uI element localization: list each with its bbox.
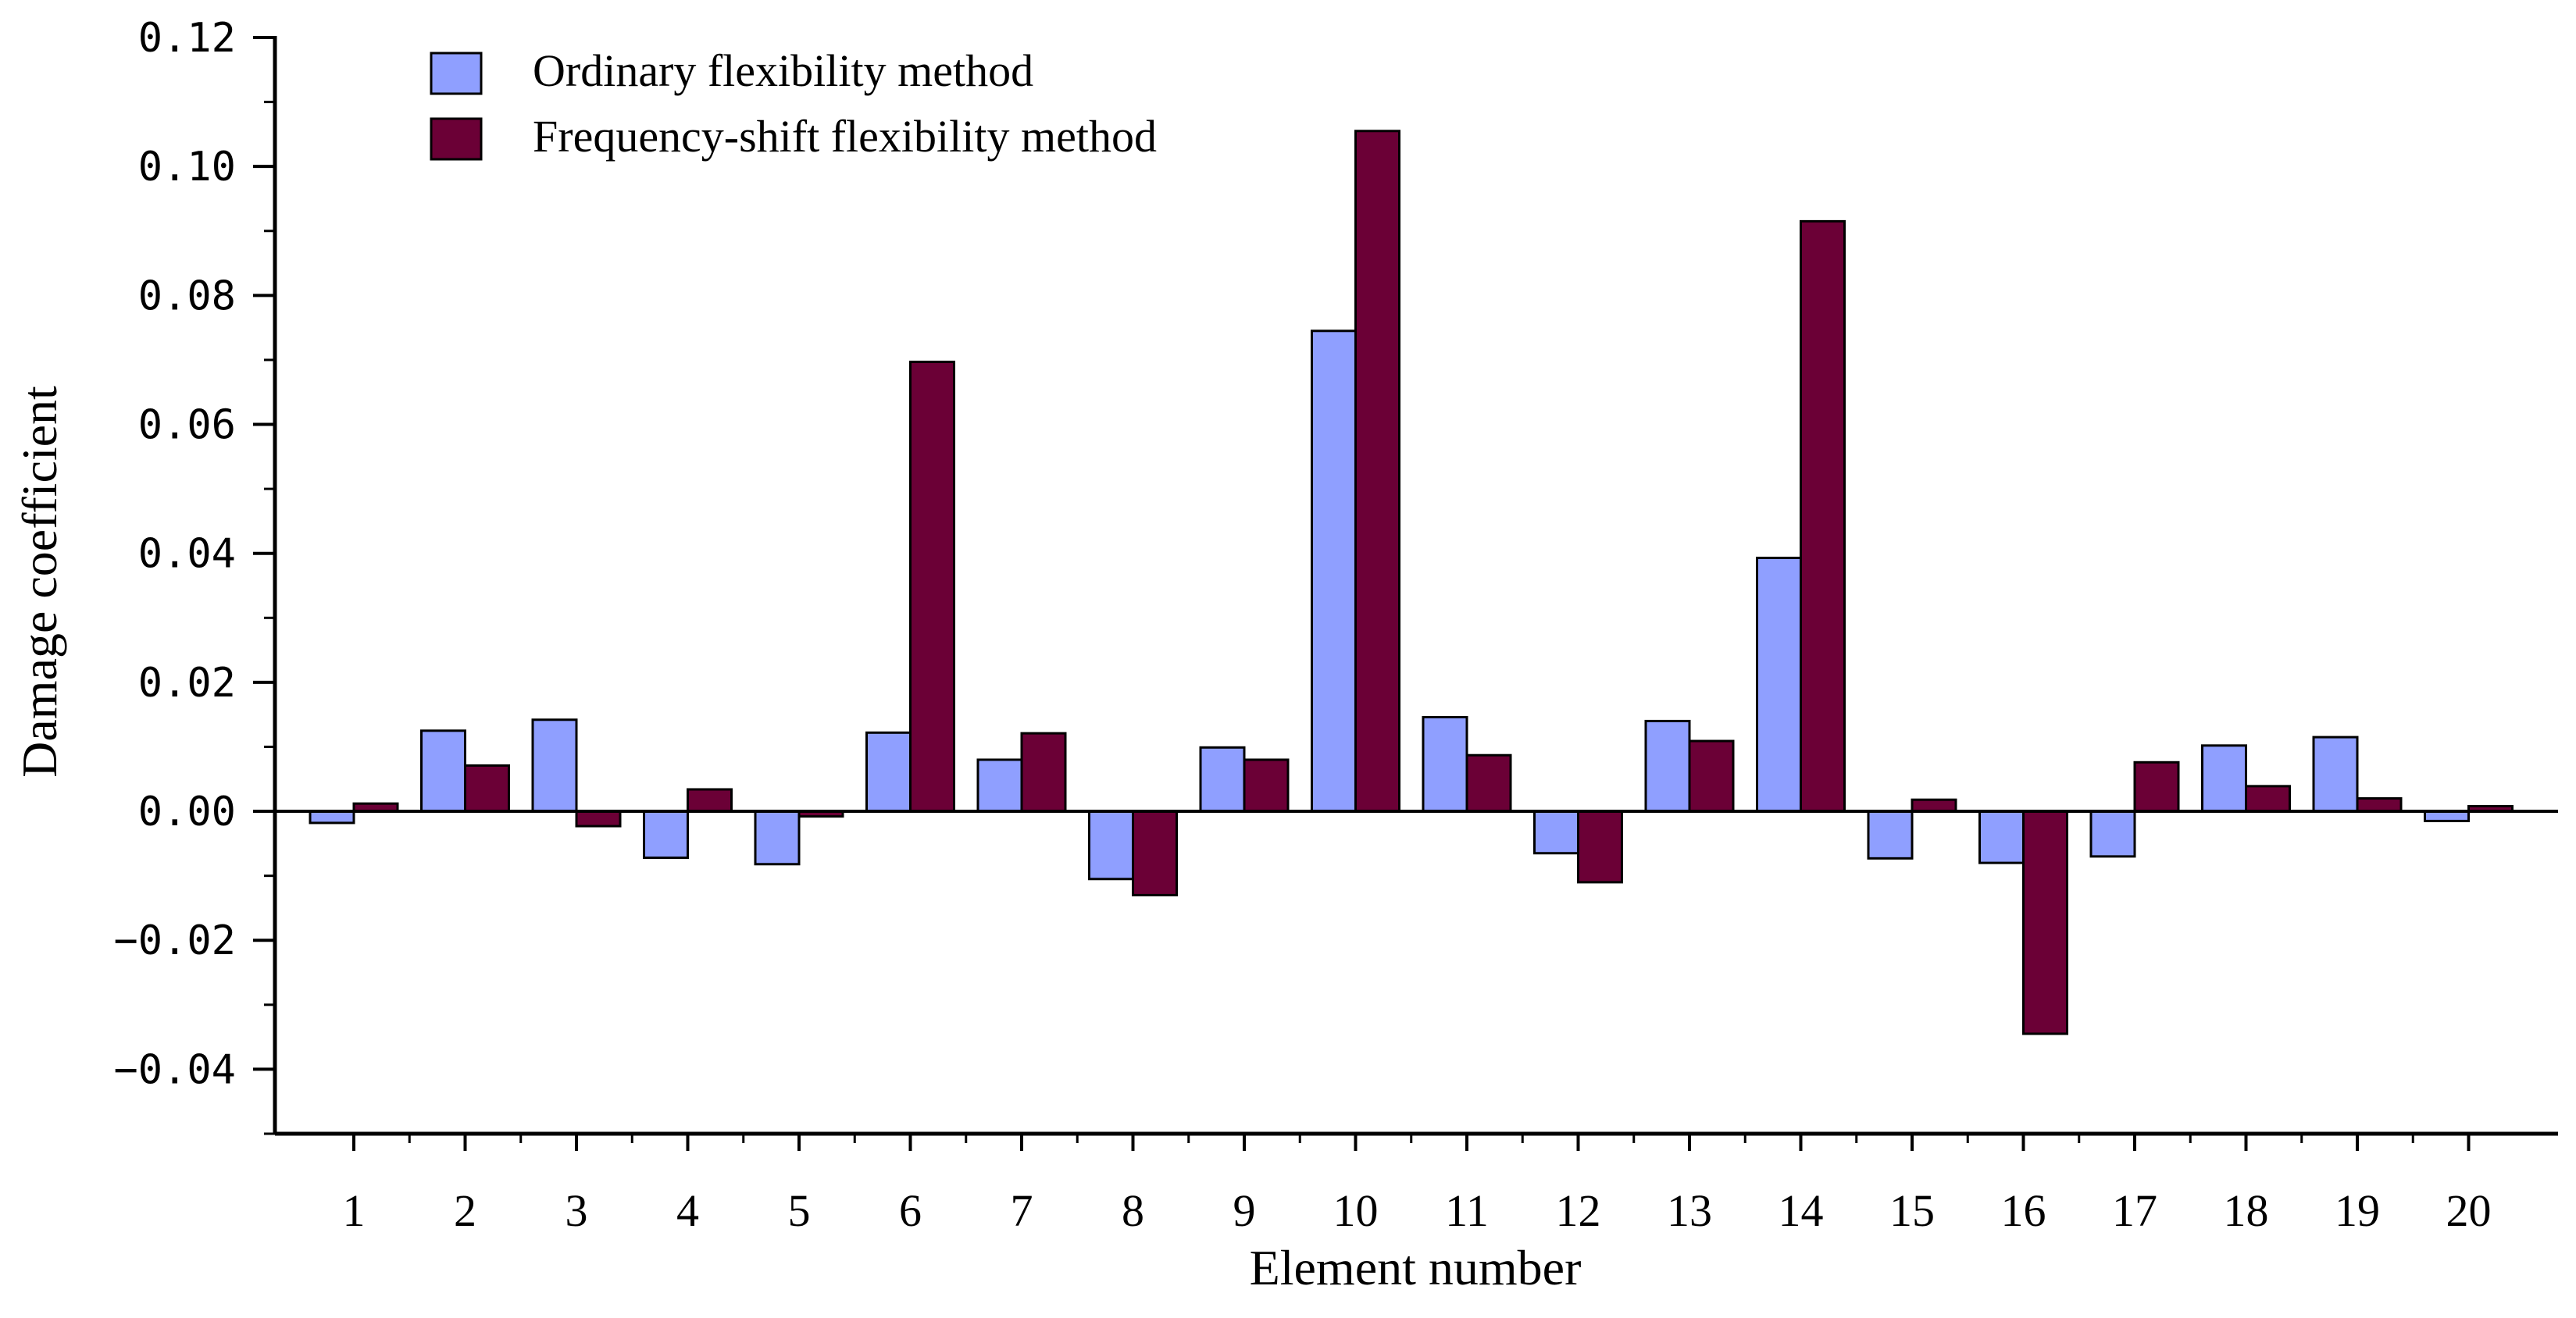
bar-frequency-shift-14 bbox=[1800, 219, 1846, 813]
bar-frequency-shift-9 bbox=[1243, 758, 1290, 813]
bar-ordinary-16 bbox=[1978, 810, 2025, 864]
y-tick-label: 0.08 bbox=[138, 273, 236, 319]
y-tick-label: 0.00 bbox=[138, 789, 236, 835]
x-tick-label: 1 bbox=[343, 1185, 366, 1236]
bar-ordinary-4 bbox=[643, 810, 689, 860]
bar-ordinary-3 bbox=[531, 718, 578, 813]
y-tick-label: 0.10 bbox=[138, 144, 236, 191]
legend-label-frequency-shift: Frequency-shift flexibility method bbox=[533, 111, 1157, 162]
bar-frequency-shift-7 bbox=[1020, 732, 1067, 813]
x-tick-label: 19 bbox=[2335, 1185, 2380, 1236]
x-tick-label: 11 bbox=[1445, 1185, 1489, 1236]
bar-ordinary-8 bbox=[1088, 810, 1134, 881]
bar-frequency-shift-16 bbox=[2022, 810, 2068, 1035]
x-tick-label: 20 bbox=[2446, 1185, 2492, 1236]
bar-frequency-shift-4 bbox=[687, 788, 733, 813]
bar-ordinary-11 bbox=[1422, 715, 1468, 813]
y-tick-label: 0.12 bbox=[138, 15, 236, 62]
bar-frequency-shift-8 bbox=[1132, 810, 1178, 896]
legend-label-ordinary: Ordinary flexibility method bbox=[533, 45, 1033, 96]
bar-ordinary-17 bbox=[2089, 810, 2136, 858]
bar-ordinary-7 bbox=[976, 758, 1023, 813]
y-tick-label: 0.04 bbox=[138, 531, 236, 578]
x-tick-label: 15 bbox=[1889, 1185, 1935, 1236]
x-tick-label: 9 bbox=[1233, 1185, 1256, 1236]
axes bbox=[253, 36, 2558, 1151]
x-axis-title: Element number bbox=[1250, 1240, 1582, 1295]
bar-frequency-shift-6 bbox=[909, 360, 955, 813]
bar-ordinary-18 bbox=[2201, 744, 2247, 813]
x-tick-label: 5 bbox=[788, 1185, 811, 1236]
bar-ordinary-1 bbox=[309, 810, 355, 825]
bar-frequency-shift-2 bbox=[464, 764, 510, 813]
x-tick-label: 8 bbox=[1122, 1185, 1144, 1236]
bar-ordinary-6 bbox=[865, 731, 912, 813]
x-tick-label: 6 bbox=[899, 1185, 922, 1236]
bar-ordinary-9 bbox=[1199, 746, 1246, 813]
x-tick-label: 16 bbox=[2001, 1185, 2046, 1236]
x-tick-label: 12 bbox=[1556, 1185, 1601, 1236]
bar-frequency-shift-18 bbox=[2245, 785, 2291, 813]
bar-ordinary-10 bbox=[1311, 330, 1357, 813]
bar-frequency-shift-12 bbox=[1577, 810, 1623, 884]
tick-labels: −0.04−0.020.000.020.040.060.080.100.121 2… bbox=[113, 15, 2491, 1236]
y-tick-label: 0.06 bbox=[138, 402, 236, 449]
x-tick-label: 14 bbox=[1779, 1185, 1824, 1236]
x-tick-label: 13 bbox=[1667, 1185, 1712, 1236]
x-tick-label: 18 bbox=[2224, 1185, 2269, 1236]
y-tick-label: 0.02 bbox=[138, 660, 236, 707]
bar-frequency-shift-19 bbox=[2356, 797, 2403, 813]
bar-ordinary-2 bbox=[420, 729, 466, 813]
bar-ordinary-12 bbox=[1533, 810, 1579, 855]
bar-ordinary-5 bbox=[754, 810, 801, 866]
y-axis-title: Damage coefficient bbox=[12, 386, 67, 778]
bar-frequency-shift-15 bbox=[1911, 798, 1957, 813]
x-tick-label: 3 bbox=[566, 1185, 588, 1236]
bar-ordinary-13 bbox=[1644, 719, 1691, 813]
legend-swatch-ordinary bbox=[430, 52, 483, 95]
x-tick-label: 4 bbox=[676, 1185, 699, 1236]
bar-ordinary-15 bbox=[1867, 810, 1914, 860]
x-tick-label: 17 bbox=[2112, 1185, 2157, 1236]
legend: Ordinary flexibility method Frequency-shi… bbox=[430, 45, 1157, 162]
bar-frequency-shift-11 bbox=[1465, 753, 1512, 813]
bar-ordinary-19 bbox=[2312, 736, 2359, 813]
x-tick-label: 7 bbox=[1011, 1185, 1033, 1236]
y-tick-label: −0.02 bbox=[113, 917, 236, 964]
bar-frequency-shift-10 bbox=[1354, 130, 1400, 813]
y-tick-label: −0.04 bbox=[113, 1046, 236, 1093]
bar-frequency-shift-3 bbox=[575, 810, 622, 828]
bar-ordinary-14 bbox=[1756, 556, 1802, 813]
x-tick-label: 2 bbox=[454, 1185, 476, 1236]
x-tick-label: 10 bbox=[1333, 1185, 1379, 1236]
bar-frequency-shift-13 bbox=[1688, 739, 1735, 813]
bar-frequency-shift-17 bbox=[2133, 761, 2180, 813]
legend-swatch-frequency-shift bbox=[430, 117, 483, 161]
